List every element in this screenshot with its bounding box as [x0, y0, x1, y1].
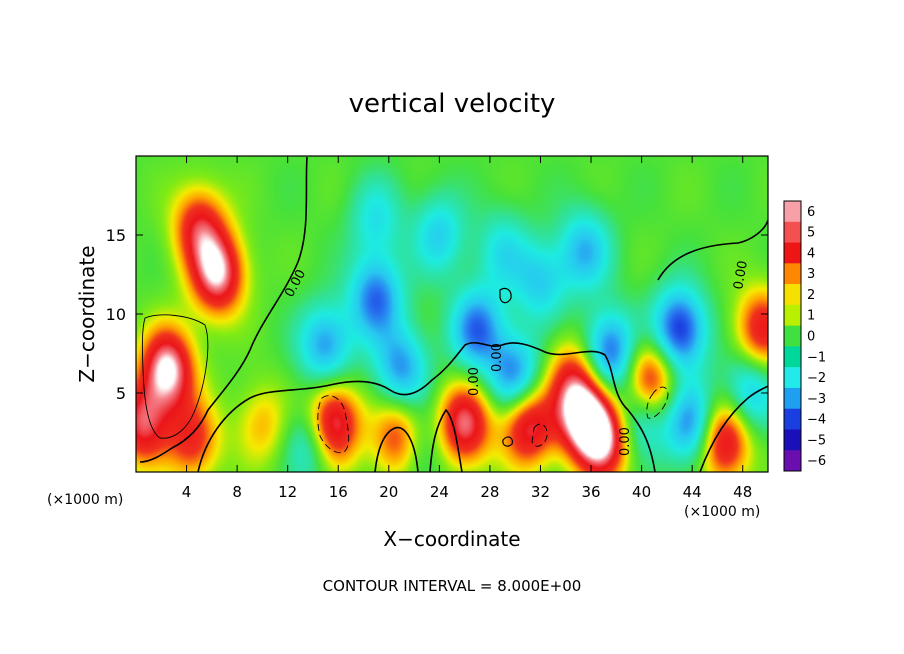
zero-contour [657, 219, 768, 281]
colorbar-swatch [784, 429, 801, 451]
zero-contour [139, 156, 308, 463]
contour-label: 0.00 [618, 427, 633, 456]
positive-contour [531, 423, 548, 447]
x-tick-label: 12 [278, 483, 297, 501]
x-tick-label: 4 [182, 483, 192, 501]
colorbar-tick-label: −1 [807, 350, 826, 365]
colorbar-frame [783, 200, 802, 472]
colorbar-tick-label: 2 [807, 288, 815, 303]
x-tick-label: 16 [329, 483, 348, 501]
colorbar-swatch [784, 450, 801, 472]
contour-label: 0.00 [490, 343, 505, 372]
colorbar-tick-label: −5 [807, 433, 826, 448]
x-axis-label: X−coordinate [383, 527, 520, 551]
colorbar-tick-label: −2 [807, 371, 826, 386]
velocity-field [136, 156, 768, 472]
x-tick-label: 40 [632, 483, 651, 501]
positive-contour [646, 386, 669, 419]
colorbar-swatch [784, 346, 801, 368]
colorbar-swatch [784, 325, 801, 347]
colorbar-tick-label: 5 [807, 226, 815, 241]
x-tick-label: 32 [531, 483, 550, 501]
y-tick-label: 10 [106, 305, 126, 324]
x-tick-label: 44 [683, 483, 702, 501]
colorbar-swatch [784, 221, 801, 243]
colorbar-tick-label: −6 [807, 454, 826, 469]
x-tick-label: 24 [430, 483, 449, 501]
x-tick-label: 8 [232, 483, 242, 501]
contour-interval-note: CONTOUR INTERVAL = 8.000E+00 [323, 577, 582, 595]
chart-title: vertical velocity [349, 89, 556, 119]
contour-label: 0.00 [467, 367, 482, 396]
plot-area: 0.00 0.00 0.00 0.00 0.00 4 8 12 16 20 24 28 32 3… [106, 155, 769, 501]
zero-contour [699, 385, 768, 472]
x-unit-right: (×1000 m) [684, 504, 760, 520]
zero-contour [502, 436, 513, 447]
colorbar-tick-label: 0 [807, 330, 815, 345]
colorbar-tick-label: −3 [807, 392, 826, 407]
colorbar-tick-label: 6 [807, 205, 815, 220]
colorbar-tick-label: 3 [807, 267, 815, 282]
y-tick-label: 15 [106, 226, 126, 245]
colorbar-swatch [784, 408, 801, 430]
colorbar-tick-label: −4 [807, 413, 826, 428]
colorbar: 6 5 4 3 2 1 0 −1 −2 −3 −4 −5 −6 [783, 200, 826, 472]
x-tick-label: 20 [379, 483, 398, 501]
y-axis-ticks: 5 10 15 [106, 226, 768, 403]
colorbar-tick-label: 1 [807, 309, 815, 324]
colorbar-swatch [784, 304, 801, 326]
x-axis-ticks: 4 8 12 16 20 24 28 32 36 40 44 48 [182, 156, 752, 501]
x-tick-label: 28 [480, 483, 499, 501]
x-tick-label: 36 [581, 483, 600, 501]
colorbar-swatch [784, 242, 801, 264]
colorbar-swatch [784, 367, 801, 389]
x-unit-left: (×1000 m) [47, 492, 123, 508]
positive-contour [141, 314, 209, 439]
y-axis-label: Z−coordinate [75, 245, 99, 382]
colorbar-swatch [784, 263, 801, 285]
y-tick-label: 5 [116, 384, 126, 403]
zero-contour [429, 408, 463, 472]
contour-label: 0.00 [731, 260, 751, 291]
colorbar-swatch [784, 201, 801, 223]
colorbar-swatch [784, 387, 801, 409]
zero-contour [374, 426, 419, 472]
colorbar-swatch [784, 284, 801, 306]
zero-contour [197, 341, 656, 472]
zero-contour [499, 287, 512, 304]
colorbar-tick-label: 4 [807, 246, 815, 261]
zero-contours [139, 156, 768, 472]
x-tick-label: 48 [733, 483, 752, 501]
